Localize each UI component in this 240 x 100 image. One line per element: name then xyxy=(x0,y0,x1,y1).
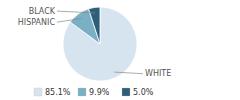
annotation: HISPANIC xyxy=(18,18,56,27)
legend-swatch xyxy=(78,88,86,96)
legend-label: 5.0% xyxy=(133,88,154,97)
legend-label: 85.1% xyxy=(45,88,71,97)
legend-swatch xyxy=(34,88,42,96)
leader-line xyxy=(114,72,143,74)
leader-line xyxy=(57,11,95,13)
annotations: BLACK HISPANIC WHITE xyxy=(18,7,171,79)
legend-label: 9.9% xyxy=(89,88,110,97)
legend: 85.1% 9.9% 5.0% xyxy=(34,88,154,97)
legend-swatch xyxy=(122,88,130,96)
annotation: BLACK xyxy=(29,7,56,16)
leader-line xyxy=(57,18,82,22)
pie-slice xyxy=(63,7,137,81)
annotation: WHITE xyxy=(145,69,171,78)
pie xyxy=(63,7,137,81)
chart: BLACK HISPANIC WHITE 85.1% 9.9% 5.0% xyxy=(0,0,240,100)
